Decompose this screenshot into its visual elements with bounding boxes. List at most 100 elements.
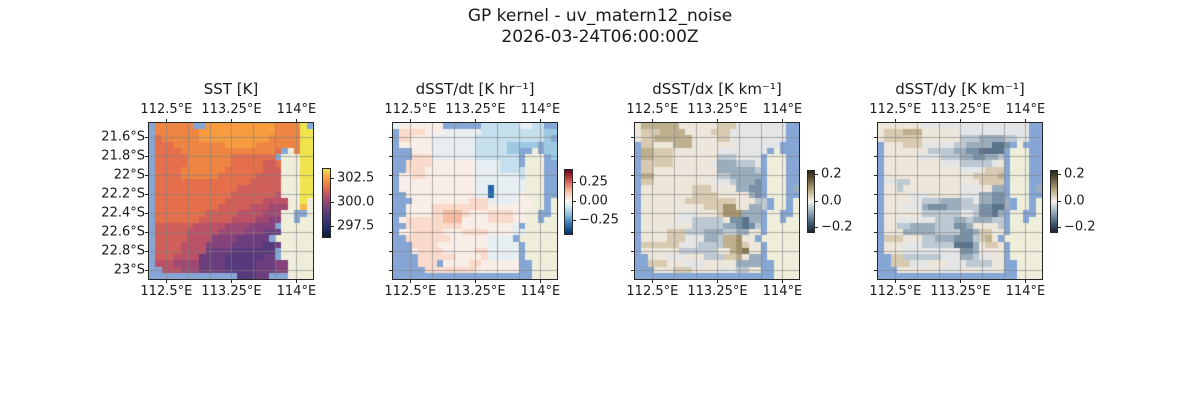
colorbar-tick-mark: [1058, 200, 1061, 202]
y-tick-mark: [631, 137, 635, 139]
colorbar-tick-mark: [815, 226, 818, 228]
x-tick-label-top: 114°E: [520, 102, 561, 117]
map-frame: [148, 122, 314, 280]
y-tick-mark: [874, 270, 878, 272]
colorbar-tick-mark: [1058, 174, 1061, 176]
y-tick-label: 22.6°S: [101, 224, 145, 240]
y-tick-mark: [145, 251, 149, 253]
colorbar-tick-label: 297.5: [337, 218, 375, 234]
x-tick-mark-bottom: [166, 279, 168, 283]
x-tick-mark-bottom: [475, 279, 477, 283]
figure-timestamp: 2026-03-24T06:00:00Z: [501, 27, 699, 47]
colorbar-tick-label: 0.2: [821, 166, 842, 182]
y-tick-mark: [874, 156, 878, 158]
y-tick-mark: [389, 270, 393, 272]
x-tick-label-bottom: 114°E: [276, 284, 317, 299]
y-tick-mark: [389, 156, 393, 158]
y-tick-mark: [874, 213, 878, 215]
y-tick-mark: [631, 175, 635, 177]
x-tick-label-top: 113.25°E: [201, 102, 262, 117]
x-tick-mark-top: [1025, 119, 1027, 123]
x-tick-label-bottom: 112.5°E: [140, 284, 193, 299]
y-tick-mark: [389, 232, 393, 234]
map-canvas: [878, 123, 1042, 279]
y-tick-mark: [389, 213, 393, 215]
y-tick-label: 21.6°S: [101, 129, 145, 145]
colorbar-tick-label: 0.2: [1064, 166, 1085, 182]
x-tick-mark-bottom: [410, 279, 412, 283]
x-tick-label-bottom: 113.25°E: [930, 284, 991, 299]
x-tick-mark-top: [960, 119, 962, 123]
colorbar-tick-mark: [331, 202, 334, 203]
colorbar-tick-label: −0.2: [1064, 219, 1096, 235]
y-tick-label: 21.8°S: [101, 148, 145, 164]
x-tick-label-top: 114°E: [1005, 102, 1046, 117]
y-tick-label: 22.2°S: [101, 186, 145, 202]
y-tick-mark: [389, 194, 393, 196]
x-tick-mark-bottom: [782, 279, 784, 283]
y-tick-mark: [145, 156, 149, 158]
x-tick-mark-bottom: [231, 279, 233, 283]
colorbar-tick-label: 0.0: [1064, 193, 1085, 208]
x-tick-mark-top: [895, 119, 897, 123]
y-tick-mark: [145, 270, 149, 272]
colorbar-tick-mark: [331, 177, 334, 179]
y-tick-mark: [389, 175, 393, 177]
colorbar: [1050, 170, 1058, 233]
y-tick-mark: [874, 232, 878, 234]
colorbar-tick-mark: [573, 201, 576, 202]
y-tick-label: 22.8°S: [101, 243, 145, 259]
y-tick-mark: [631, 270, 635, 272]
map-canvas: [635, 123, 799, 279]
colorbar: [807, 170, 815, 233]
x-tick-label-top: 112.5°E: [384, 102, 437, 117]
x-tick-label-top: 113.25°E: [930, 102, 991, 117]
y-tick-mark: [145, 137, 149, 139]
panel-title: dSST/dx [K km⁻¹]: [652, 80, 782, 98]
x-tick-label-top: 114°E: [762, 102, 803, 117]
y-tick-mark: [631, 156, 635, 158]
x-tick-label-bottom: 114°E: [1005, 284, 1046, 299]
x-tick-label-bottom: 114°E: [520, 284, 561, 299]
x-tick-mark-top: [296, 119, 298, 123]
colorbar-tick-mark: [815, 200, 818, 202]
x-tick-mark-top: [475, 119, 477, 123]
x-tick-mark-top: [717, 119, 719, 123]
y-tick-label: 22°S: [113, 167, 145, 183]
y-tick-mark: [145, 232, 149, 234]
colorbar-tick-label: 302.5: [337, 170, 375, 186]
y-tick-mark: [631, 194, 635, 196]
x-tick-mark-bottom: [960, 279, 962, 283]
x-tick-label-bottom: 112.5°E: [626, 284, 679, 299]
colorbar-tick-label: 0.0: [821, 193, 842, 208]
panel-title: dSST/dt [K hr⁻¹]: [415, 80, 535, 98]
colorbar-tick-mark: [573, 181, 576, 183]
colorbar: [322, 168, 331, 238]
x-tick-mark-bottom: [296, 279, 298, 283]
colorbar-tick-label: 300.0: [337, 194, 375, 210]
x-tick-mark-top: [540, 119, 542, 123]
map-canvas: [149, 123, 313, 279]
y-tick-mark: [874, 194, 878, 196]
colorbar-tick-label: 0.00: [579, 193, 608, 209]
map-frame: [634, 122, 800, 280]
x-tick-label-top: 112.5°E: [626, 102, 679, 117]
x-tick-mark-top: [652, 119, 654, 123]
colorbar-tick-mark: [573, 220, 576, 222]
panel-title: SST [K]: [203, 80, 259, 98]
y-tick-mark: [631, 251, 635, 253]
colorbar-tick-label: 0.25: [579, 174, 608, 190]
y-tick-mark: [389, 137, 393, 139]
x-tick-mark-bottom: [717, 279, 719, 283]
colorbar-tick-mark: [1058, 226, 1061, 228]
x-tick-label-bottom: 113.25°E: [201, 284, 262, 299]
x-tick-label-bottom: 113.25°E: [445, 284, 506, 299]
x-tick-mark-top: [166, 119, 168, 123]
colorbar-tick-label: −0.25: [579, 212, 619, 228]
x-tick-label-bottom: 112.5°E: [384, 284, 437, 299]
y-tick-mark: [145, 213, 149, 215]
y-tick-mark: [145, 175, 149, 177]
colorbar-tick-mark: [815, 174, 818, 176]
x-tick-label-top: 112.5°E: [869, 102, 922, 117]
